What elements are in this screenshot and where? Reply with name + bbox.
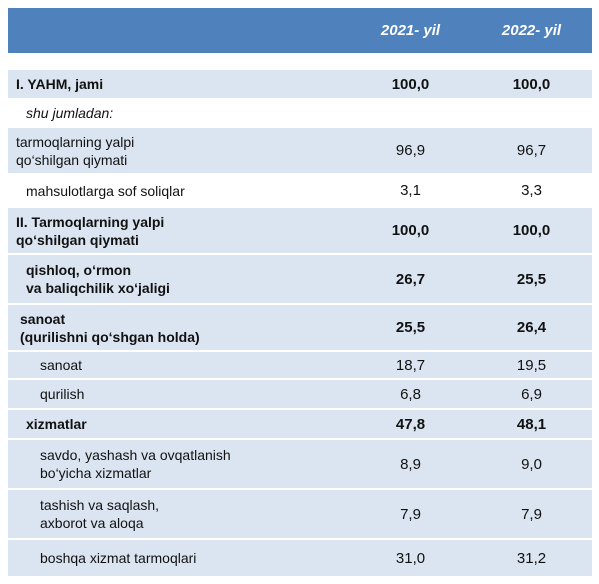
value-cell: 100,0	[512, 75, 551, 93]
table-row: mahsulotlarga sof soliqlar 3,1 3,3	[8, 175, 592, 208]
header-row: 2021- yil 2022- yil	[8, 8, 592, 55]
label-line: axborot va aloqa	[40, 515, 144, 531]
label-line: tarmoqlarning yalpi	[16, 133, 135, 150]
value-cell: 3,1	[400, 182, 421, 199]
label-line: savdo, yashash va ovqatlanish	[40, 447, 231, 463]
row-label: tashish va saqlash, axborot va aloqa	[8, 490, 350, 538]
label-line: sanoat	[40, 357, 83, 373]
row-label: savdo, yashash va ovqatlanish bo‘yicha xi…	[8, 440, 350, 488]
table-row: I. YAHM, jami 100,0 100,0	[8, 70, 592, 100]
table-row: sanoat (qurilishni qo‘shgan holda) 25,5 26,…	[8, 305, 592, 352]
value-cell: 48,1	[516, 415, 547, 433]
label-line: boshqa xizmat tarmoqlari	[40, 550, 197, 566]
row-label: qurilish	[8, 380, 350, 408]
row-label: shu jumladan:	[8, 100, 350, 126]
label-line: mahsulotlarga sof soliqlar	[26, 182, 185, 199]
value-cell: 7,9	[521, 505, 542, 523]
row-label: mahsulotlarga sof soliqlar	[8, 175, 350, 206]
table-row: tashish va saqlash, axborot va aloqa 7,9 7,…	[8, 490, 592, 540]
row-label: sanoat	[8, 352, 350, 378]
spacer	[8, 55, 592, 70]
value-cell: 26,4	[516, 319, 547, 336]
label-line: qurilish	[40, 386, 85, 402]
value-cell: 7,9	[400, 505, 421, 523]
label-line: sanoat	[20, 310, 66, 327]
row-label: tarmoqlarning yalpi qo‘shilgan qiymati	[8, 128, 350, 173]
value-cell: 31,2	[516, 549, 547, 567]
value-cell: 31,0	[395, 549, 426, 567]
value-cell: 100,0	[391, 222, 430, 239]
table-row: xizmatlar 47,8 48,1	[8, 410, 592, 440]
value-cell: 26,7	[395, 270, 426, 288]
value-cell: 6,8	[400, 385, 421, 403]
table-row: II. Tarmoqlarning yalpi qo‘shilgan qiymat…	[8, 208, 592, 255]
label-line: va baliqchilik xo‘jaligi	[26, 280, 170, 296]
value-cell: 100,0	[512, 222, 551, 239]
row-label: boshqa xizmat tarmoqlari	[8, 540, 350, 576]
value-cell: 18,7	[395, 356, 426, 374]
table-row: qurilish 6,8 6,9	[8, 380, 592, 410]
label-line: shu jumladan:	[26, 105, 114, 121]
value-cell: 96,9	[395, 142, 426, 159]
header-cell: 2021- yil	[380, 22, 441, 39]
row-label: xizmatlar	[8, 410, 350, 438]
label-line: tashish va saqlash,	[40, 497, 160, 513]
label-line: (qurilishni qo‘shgan holda)	[20, 328, 200, 345]
table-row: qishloq, o‘rmon va baliqchilik xo‘jaligi 2…	[8, 255, 592, 305]
table: 2021- yil 2022- yil I. YAHM, jami 100,0 10…	[8, 8, 592, 578]
value-cell: 25,5	[395, 319, 426, 336]
label-line: qo‘shilgan qiymati	[16, 151, 128, 168]
header-cell: 2022- yil	[501, 22, 562, 39]
table-row: sanoat 18,7 19,5	[8, 352, 592, 380]
row-label: I. YAHM, jami	[8, 70, 350, 98]
table-row: shu jumladan:	[8, 100, 592, 128]
row-label: sanoat (qurilishni qo‘shgan holda)	[8, 305, 350, 350]
value-cell: 8,9	[400, 455, 421, 473]
value-cell: 100,0	[391, 75, 430, 93]
label-line: II. Tarmoqlarning yalpi	[16, 213, 165, 230]
label-line: bo‘yicha xizmatlar	[40, 465, 152, 481]
value-cell: 25,5	[516, 270, 547, 288]
table-row: savdo, yashash va ovqatlanish bo‘yicha xi…	[8, 440, 592, 490]
label-line: I. YAHM, jami	[16, 76, 104, 92]
value-cell: 96,7	[516, 142, 547, 159]
label-line: xizmatlar	[26, 416, 87, 432]
value-cell: 9,0	[521, 455, 542, 473]
value-cell: 3,3	[521, 182, 542, 199]
value-cell: 47,8	[395, 415, 426, 433]
row-label: II. Tarmoqlarning yalpi qo‘shilgan qiymat…	[8, 208, 350, 253]
row-label: qishloq, o‘rmon va baliqchilik xo‘jaligi	[8, 255, 350, 303]
label-line: qishloq, o‘rmon	[26, 262, 131, 278]
label-line: qo‘shilgan qiymati	[16, 231, 139, 248]
value-cell: 6,9	[521, 385, 542, 403]
value-cell: 19,5	[516, 356, 547, 374]
table-row: tarmoqlarning yalpi qo‘shilgan qiymati 96,…	[8, 128, 592, 175]
table-row: boshqa xizmat tarmoqlari 31,0 31,2	[8, 540, 592, 578]
